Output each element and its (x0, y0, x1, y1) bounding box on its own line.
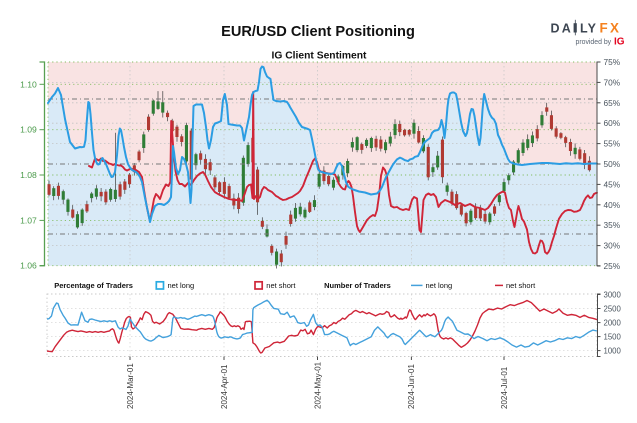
svg-text:25%: 25% (604, 261, 621, 271)
svg-text:A: A (562, 22, 571, 36)
svg-text:2000: 2000 (604, 318, 622, 327)
svg-text:D: D (551, 22, 560, 36)
svg-text:IG: IG (614, 37, 625, 48)
svg-text:2024-Jun-01: 2024-Jun-01 (407, 364, 416, 409)
svg-text:provided by: provided by (576, 39, 612, 46)
svg-text:Y: Y (588, 22, 597, 36)
svg-text:IG Client Sentiment: IG Client Sentiment (272, 51, 368, 62)
svg-text:50%: 50% (604, 159, 621, 169)
svg-text:net short: net short (266, 281, 296, 290)
svg-text:40%: 40% (604, 200, 621, 210)
svg-text:35%: 35% (604, 220, 621, 230)
svg-text:Percentage of Traders: Percentage of Traders (54, 281, 133, 290)
svg-text:1.10: 1.10 (20, 79, 37, 89)
svg-text:F: F (600, 21, 608, 36)
svg-text:75%: 75% (604, 57, 621, 67)
svg-text:55%: 55% (604, 139, 621, 149)
svg-text:2024-Jul-01: 2024-Jul-01 (500, 366, 509, 409)
svg-text:1000: 1000 (604, 346, 622, 355)
svg-text:net long: net long (168, 281, 195, 290)
svg-text:2500: 2500 (604, 304, 622, 313)
svg-text:2024-Mar-01: 2024-Mar-01 (126, 363, 135, 409)
svg-text:70%: 70% (604, 77, 621, 87)
svg-text:1.09: 1.09 (20, 125, 37, 135)
svg-text:1.08: 1.08 (20, 170, 37, 180)
svg-text:EUR/USD Client Positioning: EUR/USD Client Positioning (221, 24, 415, 40)
svg-text:X: X (610, 21, 619, 36)
svg-text:65%: 65% (604, 98, 621, 108)
svg-text:2024-May-01: 2024-May-01 (313, 361, 322, 409)
svg-text:1.07: 1.07 (20, 215, 37, 225)
svg-text:1500: 1500 (604, 332, 622, 341)
svg-text:45%: 45% (604, 179, 621, 189)
svg-text:L: L (580, 22, 588, 36)
svg-text:3000: 3000 (604, 290, 622, 299)
svg-text:net long: net long (426, 281, 453, 290)
svg-text:1.06: 1.06 (20, 261, 37, 271)
svg-text:30%: 30% (604, 241, 621, 251)
svg-text:Number of Traders: Number of Traders (324, 281, 391, 290)
svg-text:60%: 60% (604, 118, 621, 128)
svg-text:net short: net short (506, 281, 536, 290)
svg-text:2024-Apr-01: 2024-Apr-01 (220, 364, 229, 409)
